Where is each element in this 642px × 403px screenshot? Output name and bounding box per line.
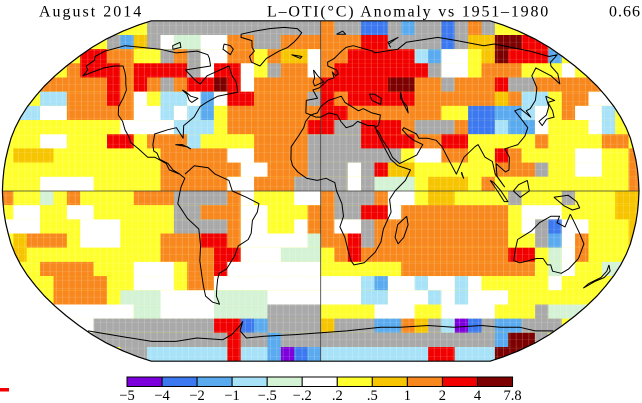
svg-text:−5: −5: [119, 388, 134, 403]
svg-text:.2: .2: [332, 388, 343, 403]
svg-text:.5: .5: [367, 388, 378, 403]
svg-text:4: 4: [474, 388, 482, 403]
svg-text:L–OTI(°C) Anomaly vs 1951–1980: L–OTI(°C) Anomaly vs 1951–1980: [267, 4, 550, 21]
svg-text:−4: −4: [154, 388, 170, 403]
svg-text:−2: −2: [189, 388, 204, 403]
svg-text:August 2014: August 2014: [39, 4, 143, 21]
svg-text:−.5: −.5: [258, 388, 277, 403]
svg-text:1: 1: [404, 388, 411, 403]
svg-text:−.2: −.2: [293, 388, 312, 403]
svg-text:0.66: 0.66: [609, 4, 641, 21]
svg-text:2: 2: [439, 388, 446, 403]
svg-text:−1: −1: [224, 388, 239, 403]
svg-text:7.8: 7.8: [503, 388, 521, 403]
